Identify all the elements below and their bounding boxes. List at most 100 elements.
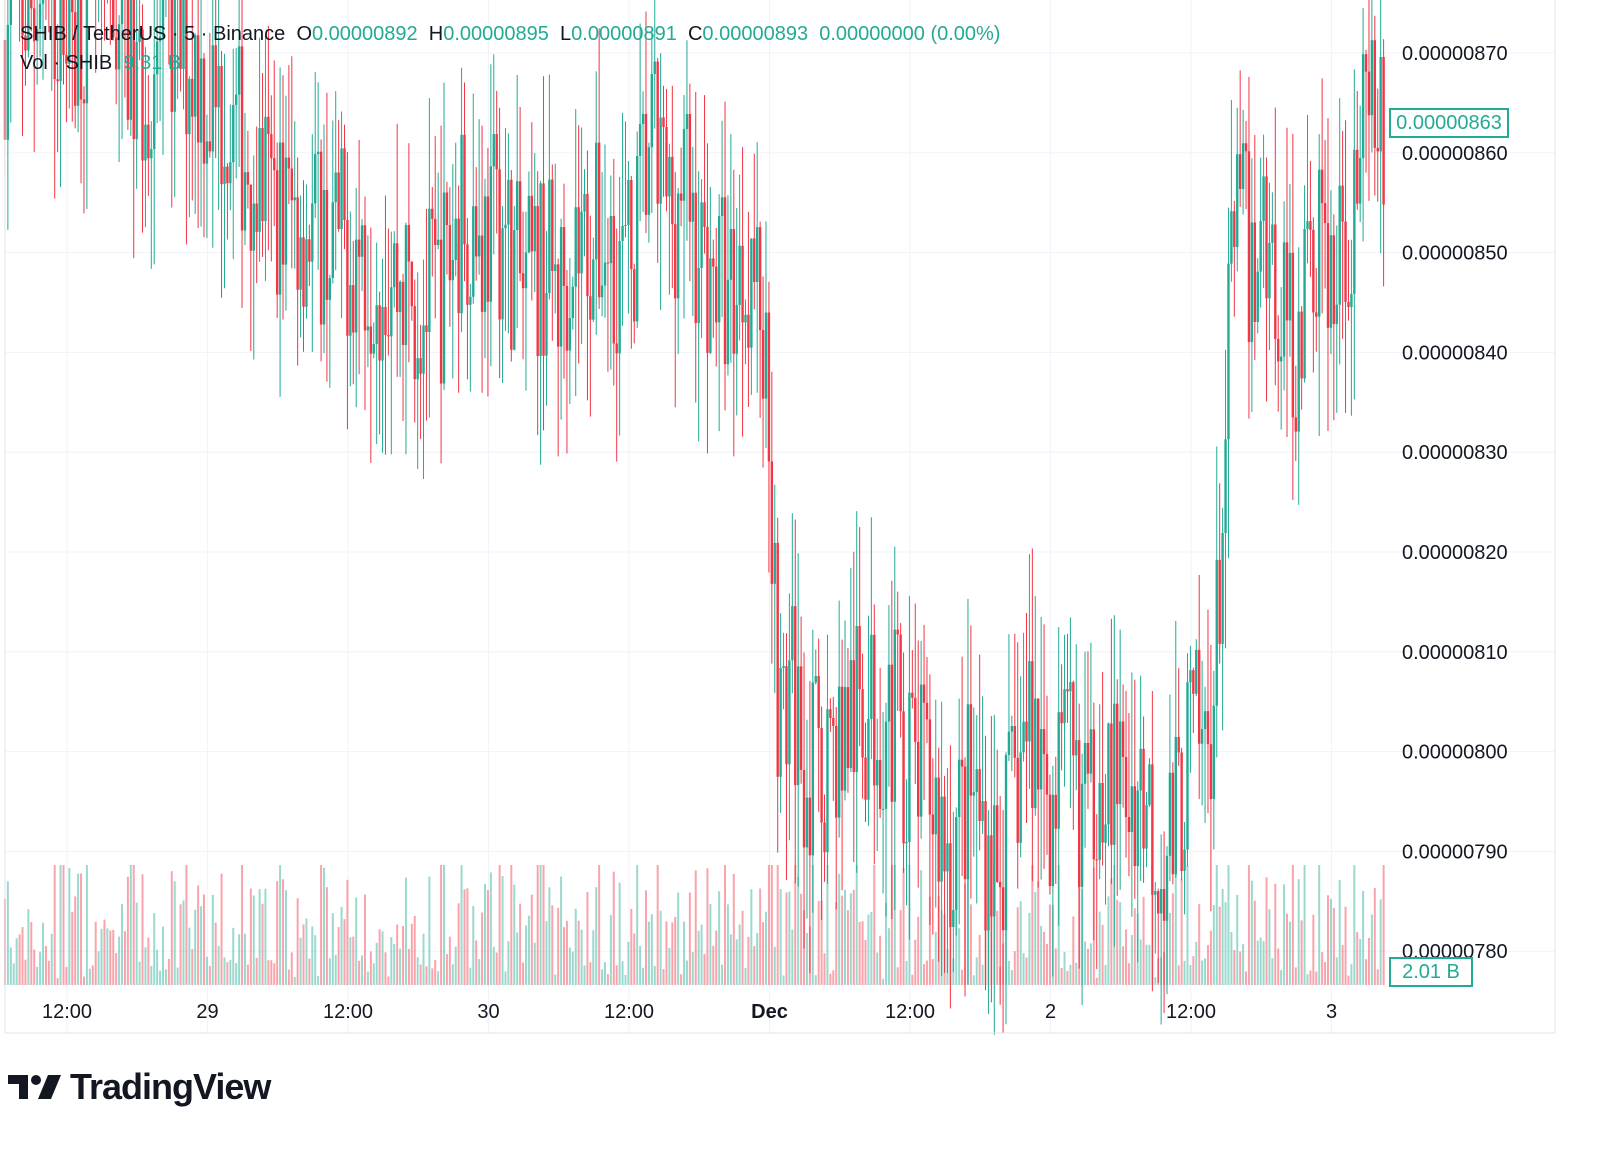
symbol-title[interactable]: SHIB / TetherUS · 5 · Binance: [20, 23, 286, 45]
candle-body: [281, 142, 285, 265]
volume-bar: [1347, 975, 1350, 985]
low-label: L: [560, 23, 572, 45]
volume-bar: [375, 942, 378, 985]
volume-bar: [1095, 977, 1098, 985]
candle-body: [606, 262, 610, 264]
candle-body: [881, 808, 885, 810]
candle-body: [513, 230, 516, 350]
candle-body: [237, 46, 241, 95]
candle-body: [53, 0, 56, 80]
volume-bar: [413, 915, 416, 985]
candle-body: [9, 0, 12, 25]
candle-body: [477, 235, 481, 257]
candle-body: [817, 676, 820, 729]
volume-bar: [978, 934, 981, 985]
candle-body: [442, 192, 446, 384]
volume-bar: [770, 865, 773, 985]
volume-bar: [565, 920, 568, 985]
volume-bar: [1206, 945, 1209, 985]
volume-bar: [106, 928, 109, 985]
volume-bar: [15, 938, 18, 985]
volume-bar: [732, 873, 735, 985]
candle-body: [1297, 311, 1300, 432]
candle-body: [627, 180, 630, 225]
volume-bar: [522, 962, 525, 985]
volume-bar: [1028, 912, 1031, 985]
volume-bar: [121, 903, 124, 985]
volume-bar: [387, 976, 390, 985]
candle-body: [1075, 740, 1078, 756]
volume-bar: [884, 902, 887, 985]
candle-body: [510, 179, 513, 350]
candle-body: [395, 243, 399, 313]
volume-bar: [750, 889, 753, 985]
volume-bar: [864, 939, 867, 985]
candle-body: [486, 196, 490, 302]
candle-body: [214, 45, 217, 108]
candle-body: [1121, 721, 1125, 758]
candle-body: [641, 113, 645, 125]
candle-body: [483, 196, 487, 312]
candle-body: [1291, 252, 1295, 418]
volume-bar: [683, 921, 686, 985]
candle-body: [556, 264, 560, 347]
candle-body: [489, 166, 493, 302]
volume-bar: [331, 913, 334, 985]
volume-bar: [1019, 901, 1022, 985]
volume-bar: [238, 934, 241, 985]
candle-body: [35, 28, 39, 42]
candle-body: [996, 805, 999, 882]
candle-body: [1376, 147, 1379, 152]
candles: [3, 0, 1385, 1035]
candle-body: [1277, 338, 1280, 362]
price-chart[interactable]: 0.00000870 0.00000860 0.00000850 0.00000840…: [0, 0, 1624, 1060]
candle-body: [852, 660, 855, 772]
volume-bar: [1300, 920, 1303, 985]
candle-body: [665, 127, 668, 197]
volume-label[interactable]: Vol · SHIB: [20, 52, 113, 74]
candle-body: [799, 666, 803, 770]
volume-bar: [226, 962, 229, 985]
candle-body: [1312, 229, 1315, 313]
candle-body: [1212, 705, 1216, 800]
candle-body: [738, 245, 741, 306]
tradingview-logo[interactable]: TradingView: [8, 1066, 271, 1108]
candle-body: [1364, 54, 1368, 72]
volume-bar: [1321, 952, 1324, 985]
candle-body: [1148, 764, 1151, 806]
change-value: 0.00000000 (0.00%): [819, 23, 1001, 45]
volume-bar: [1201, 960, 1204, 985]
volume-bar: [249, 888, 252, 985]
candle-body: [993, 805, 996, 917]
candle-body: [360, 225, 364, 257]
candle-body: [697, 267, 700, 324]
volume-bar: [1186, 865, 1189, 985]
volume-bar: [118, 936, 121, 985]
close-label: C: [687, 23, 703, 45]
price-axis[interactable]: 0.00000870 0.00000860 0.00000850 0.00000840…: [1402, 43, 1508, 963]
candle-body: [1332, 235, 1336, 325]
volume-bar: [1291, 865, 1294, 985]
candle-body: [589, 296, 592, 320]
volume-bar: [30, 922, 33, 985]
volume-bar: [109, 930, 112, 985]
candle-body: [56, 79, 59, 82]
candle-body: [1329, 235, 1333, 328]
volume-bar: [167, 958, 170, 985]
candle-body: [647, 147, 651, 215]
candle-body: [76, 0, 80, 106]
candle-body: [922, 684, 926, 703]
volume-bar: [1107, 896, 1110, 985]
volume-bar: [677, 892, 680, 985]
volume-bar: [788, 891, 791, 985]
volume-bar: [410, 923, 413, 985]
candle-body: [633, 269, 636, 322]
volume-bar: [665, 921, 668, 985]
candle-body: [469, 296, 472, 305]
volume-bar: [261, 903, 264, 985]
time-axis[interactable]: 12:00 29 12:00 30 12:00 Dec 12:00 2 12:00 3: [42, 1001, 1337, 1023]
candle-body: [1028, 661, 1031, 742]
volume-bar: [741, 910, 744, 985]
candle-body: [887, 664, 891, 722]
candle-body: [6, 24, 10, 140]
